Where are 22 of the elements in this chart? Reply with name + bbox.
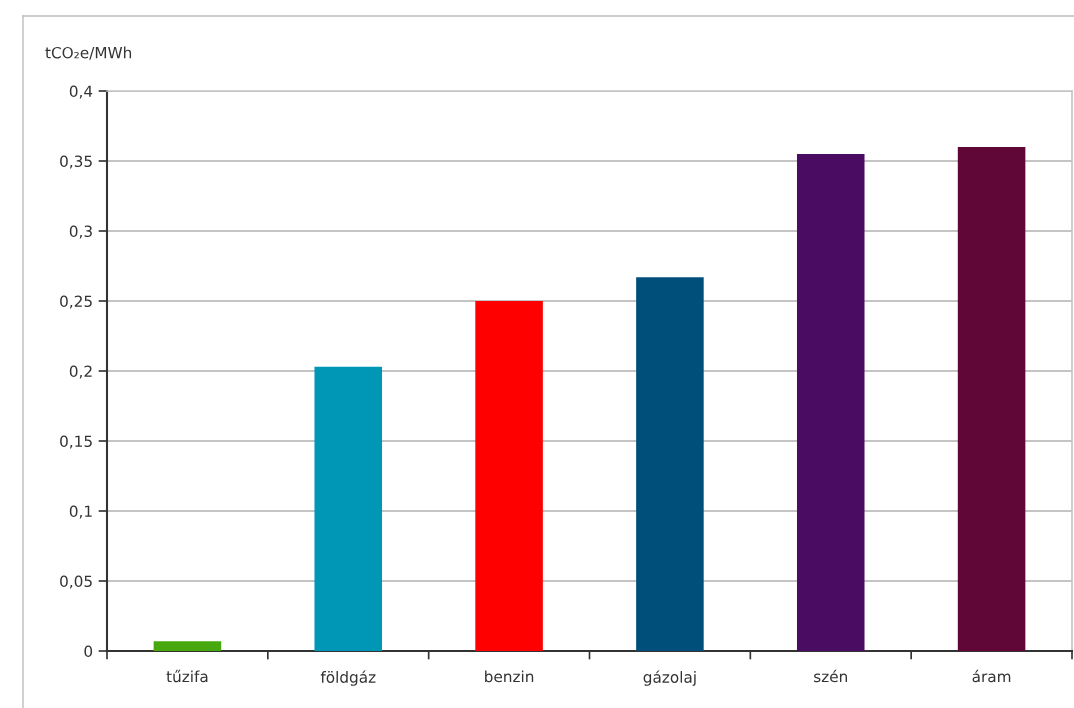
x-tick-label: áram	[972, 669, 1011, 683]
bar	[314, 366, 383, 651]
x-tick-label: gázolaj	[643, 670, 696, 686]
y-axis-title: tCO₂e/MWh	[45, 46, 132, 60]
y-tick-label: 0	[84, 645, 93, 658]
bar	[796, 154, 865, 651]
y-tick-label: 0,15	[60, 435, 92, 449]
bar	[957, 147, 1026, 651]
y-tick-label: 0,35	[60, 155, 92, 169]
y-tick-label: 0,4	[69, 85, 93, 99]
y-tick-label: 0,25	[60, 295, 92, 309]
bar	[153, 641, 222, 651]
x-tick-label: tűzifa	[166, 669, 208, 683]
x-tick-label: benzin	[485, 670, 534, 683]
x-tick-label: szén	[814, 669, 847, 683]
bar	[475, 301, 543, 651]
y-tick-label: 0,1	[69, 505, 92, 519]
y-tick-label: 0,05	[60, 575, 92, 589]
bar	[636, 277, 704, 651]
y-tick-label: 0,3	[69, 225, 92, 239]
y-tick-label: 0,2	[69, 365, 92, 379]
x-tick-label: földgáz	[320, 670, 376, 686]
